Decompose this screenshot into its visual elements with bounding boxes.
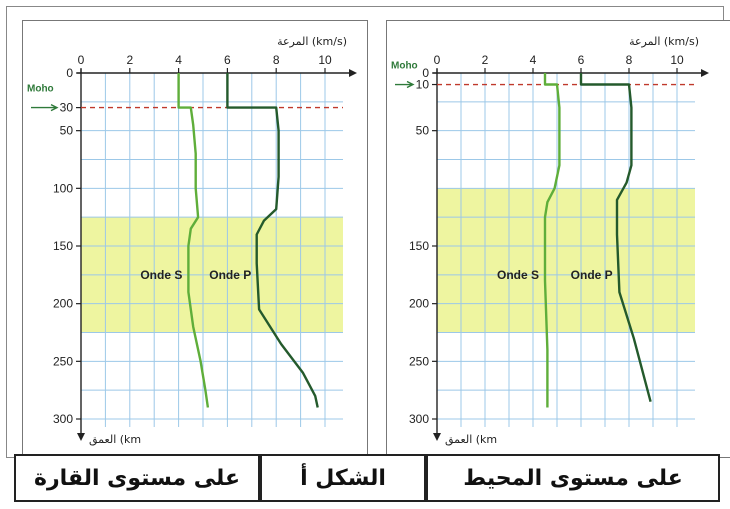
y-tick-label: 150 bbox=[53, 239, 73, 253]
x-tick-label: 2 bbox=[126, 53, 133, 67]
caption-ocean: على مستوى المحيط bbox=[426, 454, 720, 502]
x-tick-label: 0 bbox=[78, 53, 85, 67]
caption-continent: على مستوى القارة bbox=[14, 454, 260, 502]
y-tick-label: 50 bbox=[416, 124, 430, 138]
s-wave-label: Onde S bbox=[497, 268, 539, 282]
p-wave-label: Onde P bbox=[571, 268, 613, 282]
p-wave-curve bbox=[226, 73, 319, 408]
x-tick-label: 4 bbox=[175, 53, 182, 67]
x-tick-label: 2 bbox=[482, 53, 489, 67]
ocean-chart-panel: 0 2 4 6 8 10 0 10 50 150 200 250 300 المرعة (km/s) الع… bbox=[386, 20, 730, 458]
y-tick-label: 300 bbox=[409, 412, 429, 426]
y-tick-label: 100 bbox=[53, 181, 73, 195]
depth-axis-label: العمق (km bbox=[445, 433, 497, 447]
y-tick-label: 200 bbox=[409, 297, 429, 311]
x-tick-label: 8 bbox=[626, 53, 633, 67]
y-axis-arrow bbox=[433, 433, 441, 441]
y-tick-label: 0 bbox=[66, 66, 73, 80]
y-tick-label: 50 bbox=[60, 124, 74, 138]
x-tick-label: 10 bbox=[318, 53, 332, 67]
x-axis-arrow bbox=[701, 69, 709, 77]
moho-label: Moho bbox=[27, 84, 54, 95]
p-wave-label: Onde P bbox=[209, 268, 251, 282]
s-wave-curve bbox=[177, 73, 210, 408]
y-tick-label: 300 bbox=[53, 412, 73, 426]
caption-figure: الشكل أ bbox=[260, 454, 426, 502]
y-tick-label: 250 bbox=[53, 354, 73, 368]
continent-chart-panel: 0 2 4 6 8 10 0 30 50 100 150 200 250 300 المرعة (km/s)… bbox=[22, 20, 368, 458]
y-tick-label: 10 bbox=[416, 78, 430, 92]
moho-arrow bbox=[395, 80, 415, 89]
s-wave-label: Onde S bbox=[140, 268, 182, 282]
speed-axis-label: المرعة (km/s) bbox=[277, 35, 347, 48]
y-tick-label: 30 bbox=[60, 101, 74, 115]
low-velocity-zone bbox=[437, 188, 695, 333]
moho-label: Moho bbox=[391, 61, 418, 72]
x-tick-label: 6 bbox=[578, 53, 585, 67]
y-tick-label: 200 bbox=[53, 297, 73, 311]
y-tick-label: 150 bbox=[409, 239, 429, 253]
y-axis-arrow bbox=[77, 433, 85, 441]
y-tick-label: 250 bbox=[409, 354, 429, 368]
s-wave-curve bbox=[543, 73, 561, 408]
x-tick-label: 4 bbox=[530, 53, 537, 67]
x-tick-label: 10 bbox=[670, 53, 684, 67]
x-tick-label: 6 bbox=[224, 53, 231, 67]
x-tick-label: 8 bbox=[273, 53, 280, 67]
y-tick-label: 0 bbox=[422, 66, 429, 80]
depth-axis-label: العمق (km bbox=[89, 433, 141, 447]
x-axis-arrow bbox=[349, 69, 357, 77]
speed-axis-label: المرعة (km/s) bbox=[629, 35, 699, 48]
p-wave-curve bbox=[579, 73, 652, 403]
x-tick-label: 0 bbox=[434, 53, 441, 67]
moho-arrow bbox=[31, 103, 59, 112]
